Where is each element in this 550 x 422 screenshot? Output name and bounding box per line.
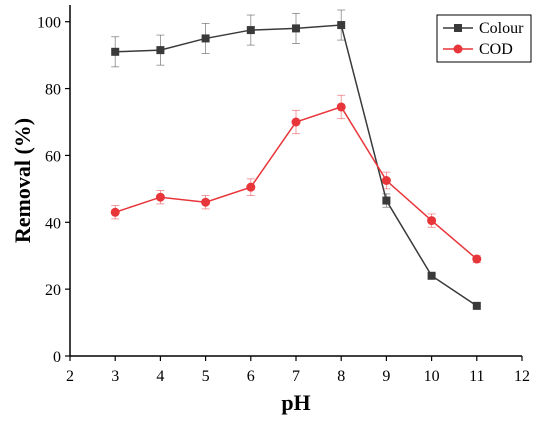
y-axis-title: Removal (%) bbox=[10, 118, 35, 243]
x-tick-label: 12 bbox=[514, 368, 530, 385]
legend-marker bbox=[453, 44, 463, 54]
data-point bbox=[337, 21, 346, 30]
legend-item-cod: COD bbox=[443, 41, 513, 58]
legend-item-colour: Colour bbox=[443, 20, 524, 37]
data-point bbox=[292, 24, 300, 33]
x-tick-label: 9 bbox=[382, 368, 390, 385]
y-tick-label: 60 bbox=[45, 148, 61, 165]
legend-label: COD bbox=[479, 41, 513, 58]
y-tick-label: 100 bbox=[37, 15, 61, 32]
series-cod bbox=[110, 94, 482, 264]
x-tick-label: 11 bbox=[469, 368, 484, 385]
data-point bbox=[427, 216, 437, 226]
x-tick-label: 3 bbox=[111, 368, 119, 385]
series-line bbox=[115, 24, 478, 307]
legend-marker bbox=[454, 24, 462, 32]
x-tick-label: 8 bbox=[337, 368, 345, 385]
x-tick-label: 10 bbox=[424, 368, 440, 385]
series-layer bbox=[110, 9, 482, 310]
x-axis-title: pH bbox=[281, 390, 310, 415]
y-tick-label: 80 bbox=[45, 82, 61, 99]
data-point bbox=[201, 197, 211, 207]
data-point bbox=[156, 46, 165, 55]
y-tick-label: 0 bbox=[53, 349, 61, 366]
data-point bbox=[110, 207, 120, 217]
data-point bbox=[472, 254, 482, 264]
data-point bbox=[472, 301, 481, 310]
series-colour bbox=[111, 9, 481, 310]
data-point bbox=[427, 271, 436, 280]
x-tick-label: 5 bbox=[202, 368, 210, 385]
legend-label: Colour bbox=[479, 20, 524, 37]
data-point bbox=[155, 192, 165, 202]
x-tick-label: 6 bbox=[247, 368, 255, 385]
legend-box bbox=[436, 14, 532, 63]
data-point bbox=[291, 117, 301, 127]
data-point bbox=[381, 176, 391, 185]
legend: Colour COD bbox=[436, 14, 532, 63]
data-point bbox=[111, 47, 120, 56]
x-tick-label: 7 bbox=[292, 368, 300, 385]
y-tick-label: 20 bbox=[45, 282, 61, 299]
x-tick-label: 4 bbox=[156, 368, 164, 385]
data-point bbox=[382, 196, 391, 205]
ticks: 2 3 4 5 6 7 8 9 10 11 12 0 20 40 60 80 100 bbox=[37, 15, 530, 385]
data-point bbox=[246, 182, 256, 192]
x-tick-label: 2 bbox=[66, 368, 74, 385]
data-point bbox=[246, 26, 255, 35]
data-point bbox=[336, 102, 346, 112]
data-point bbox=[201, 34, 210, 43]
y-tick-label: 40 bbox=[45, 215, 61, 232]
